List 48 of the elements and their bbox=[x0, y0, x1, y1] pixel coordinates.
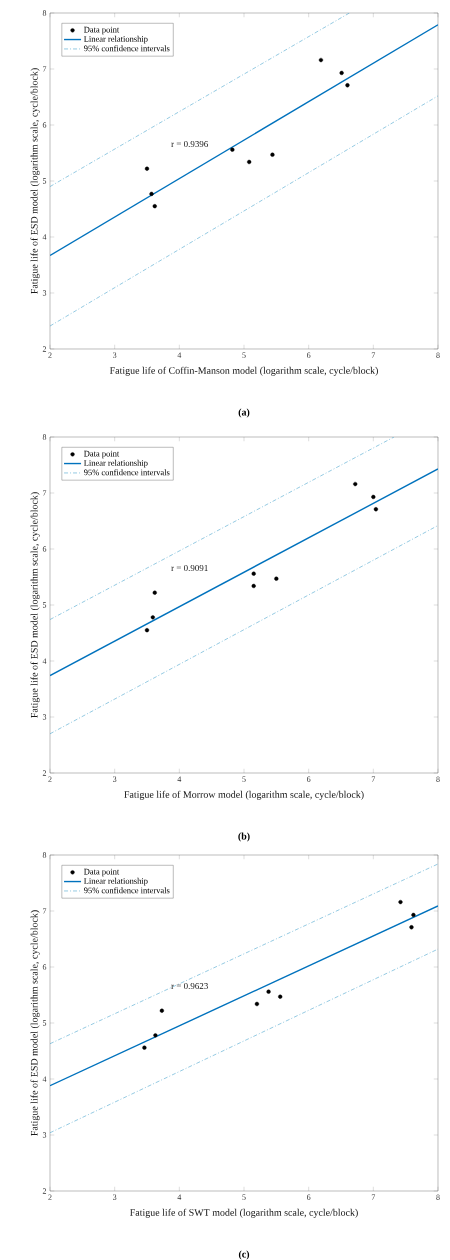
point bbox=[152, 590, 157, 595]
point bbox=[371, 494, 376, 500]
point bbox=[142, 1045, 147, 1050]
point bbox=[251, 583, 256, 589]
point bbox=[411, 912, 416, 918]
annotation: r = 0.9623 bbox=[171, 983, 208, 990]
text: (b) bbox=[238, 832, 250, 842]
point bbox=[409, 925, 414, 930]
annotation: r = 0.9396 bbox=[171, 140, 209, 148]
point bbox=[266, 989, 271, 994]
point bbox=[398, 899, 403, 905]
point bbox=[353, 481, 358, 487]
point bbox=[247, 159, 252, 165]
legend-label: Data point bbox=[83, 26, 120, 35]
legend-label: Data point bbox=[83, 868, 120, 877]
y-axis-title: Fatigue life of ESD model (logarithm scale, cycle/block) bbox=[30, 910, 40, 1136]
point bbox=[339, 70, 344, 76]
legend-label: 95% confidence intervals bbox=[84, 469, 170, 476]
point bbox=[373, 507, 379, 512]
point bbox=[153, 1033, 158, 1038]
legend-label: Data point bbox=[83, 450, 120, 459]
point bbox=[159, 1008, 164, 1013]
point bbox=[318, 57, 324, 63]
point bbox=[149, 191, 154, 196]
x-axis-title: Fatigue life of Coffin-Manson model (logarithm scale, cycle/block) bbox=[109, 366, 378, 376]
point bbox=[230, 147, 235, 152]
point bbox=[254, 1001, 260, 1007]
text: (a) bbox=[238, 408, 250, 418]
x-axis-title: Fatigue life of Morrow model (logarithm scale, cycle/block) bbox=[124, 790, 364, 800]
annotation: r = 0.9091 bbox=[171, 564, 208, 572]
x-axis-title: Fatigue life of SWT model (logarithm scale, cycle/block) bbox=[130, 1208, 358, 1218]
point bbox=[270, 152, 275, 157]
legend-label: Linear relationship bbox=[83, 35, 148, 44]
point bbox=[150, 615, 155, 620]
point bbox=[144, 628, 150, 633]
y-axis-title: Fatigue life of ESD model (logarithm scale, cycle/block) bbox=[30, 492, 40, 718]
point bbox=[144, 166, 150, 171]
point bbox=[152, 204, 157, 209]
point bbox=[251, 571, 256, 576]
legend-label: 95% confidence intervals bbox=[84, 887, 170, 894]
point bbox=[278, 994, 283, 999]
point bbox=[345, 83, 350, 88]
legend-label: Linear relationship bbox=[83, 459, 148, 468]
legend-label: 95% confidence intervals bbox=[84, 45, 170, 52]
point bbox=[274, 576, 279, 581]
text: (c) bbox=[238, 1250, 250, 1260]
y-axis-title: Fatigue life of ESD model (logarithm scale, cycle/block) bbox=[30, 68, 40, 294]
legend-label: Linear relationship bbox=[83, 877, 148, 886]
